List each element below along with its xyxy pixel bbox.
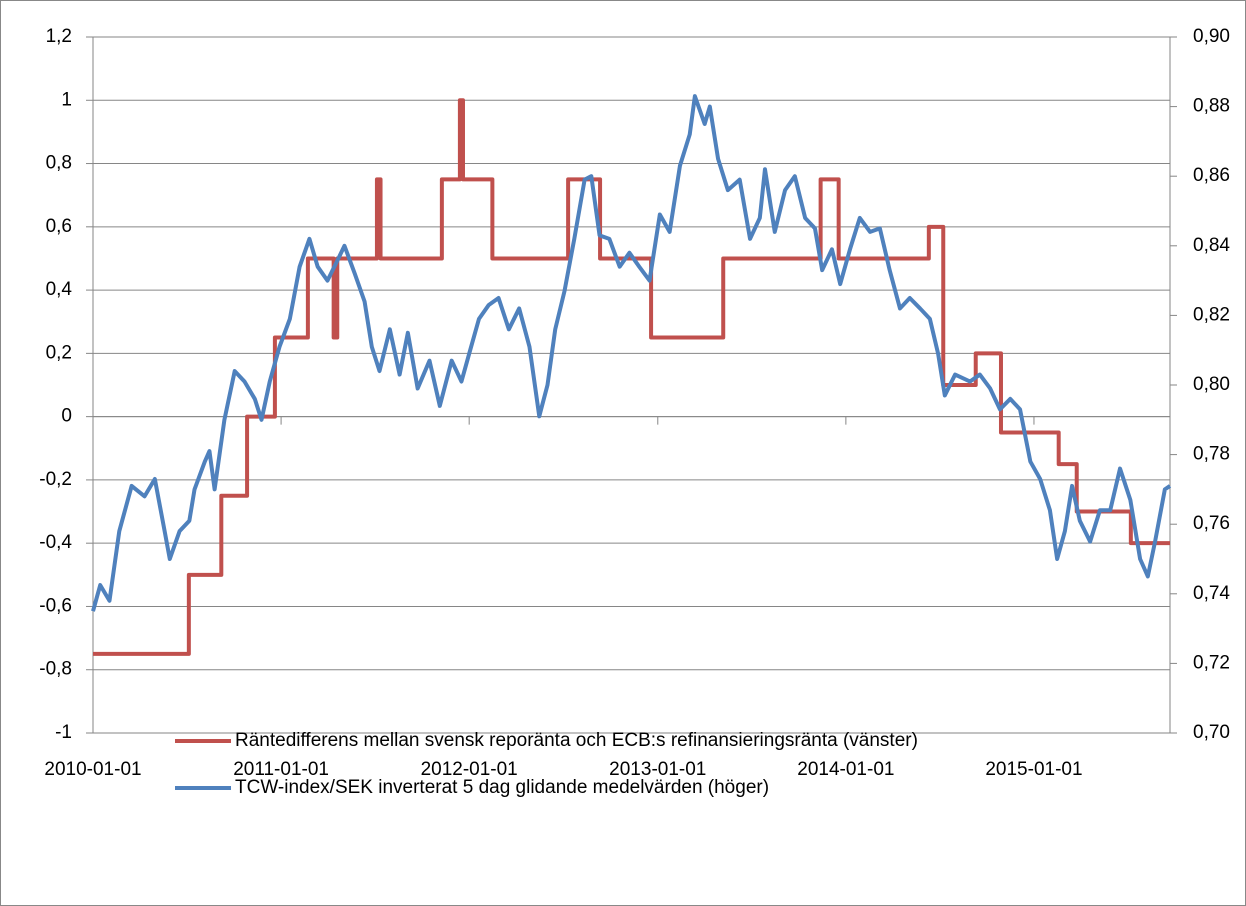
y-tick-label: -0,8 [39, 659, 72, 680]
y-tick-label: 0 [61, 406, 72, 427]
y-tick-label: 1 [61, 89, 72, 110]
y-tick-label: 0,2 [46, 342, 72, 363]
legend: Räntedifferens mellan svensk reporänta o… [175, 730, 918, 798]
y2-tick-label: 0,80 [1193, 374, 1230, 395]
y2-tick-label: 0,70 [1193, 722, 1230, 743]
y2-tick-label: 0,82 [1193, 304, 1230, 325]
series-line [91, 94, 1172, 612]
y2-tick-label: 0,84 [1193, 235, 1230, 256]
y-tick-label: -0,4 [39, 532, 72, 553]
series-line [93, 98, 1170, 656]
y-tick-label: -0,2 [39, 469, 72, 490]
y-tick-label: 0,4 [46, 279, 73, 300]
y2-tick-label: 0,78 [1193, 444, 1230, 465]
y-tick-label: -1 [55, 722, 72, 743]
y-tick-label: 0,8 [46, 153, 72, 174]
y2-tick-label: 0,88 [1193, 96, 1230, 117]
y2-tick-label: 0,76 [1193, 513, 1230, 534]
x-tick-label: 2010-01-01 [44, 759, 141, 780]
y-tick-label: -0,6 [39, 595, 72, 616]
legend-label: TCW-index/SEK inverterat 5 dag glidande … [235, 777, 769, 798]
x-tick-label: 2015-01-01 [985, 759, 1082, 780]
x-tick-label: 2011-01-01 [233, 759, 329, 780]
x-tick-label: 2013-01-01 [609, 759, 706, 780]
y-tick-label: 0,6 [46, 216, 72, 237]
y-tick-label: 1,2 [46, 26, 72, 47]
x-tick-label: 2012-01-01 [421, 759, 518, 780]
y2-tick-label: 0,90 [1193, 26, 1230, 47]
y2-tick-label: 0,86 [1193, 165, 1230, 186]
y2-tick-label: 0,72 [1193, 652, 1230, 673]
x-tick-label: 2014-01-01 [797, 759, 894, 780]
y2-tick-label: 0,74 [1193, 583, 1230, 604]
legend-label: Räntedifferens mellan svensk reporänta o… [235, 730, 918, 751]
